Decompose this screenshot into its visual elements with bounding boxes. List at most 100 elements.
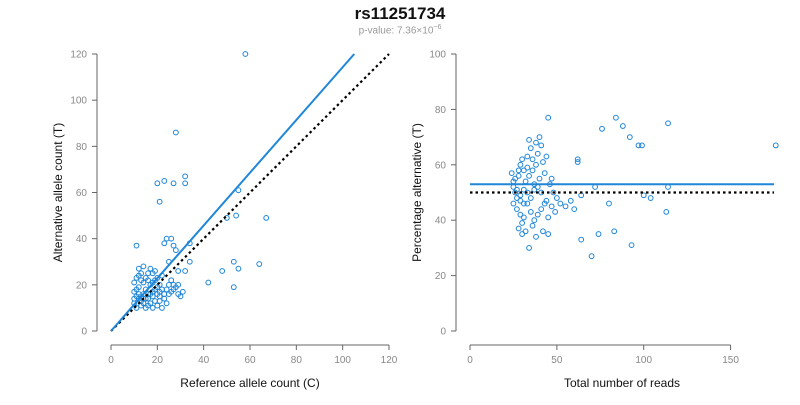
data-point	[161, 240, 168, 247]
x-axis-title: Total number of reads	[564, 376, 680, 390]
data-point	[168, 277, 175, 284]
data-point	[140, 263, 147, 270]
data-point	[529, 222, 536, 229]
data-point	[168, 235, 175, 242]
data-point	[536, 175, 543, 182]
data-point	[140, 279, 147, 286]
x-tick-label: 150	[722, 355, 739, 366]
x-tick-label: 120	[381, 355, 398, 366]
y-tick-label: 60	[76, 188, 88, 199]
data-point	[517, 161, 524, 168]
data-point	[571, 206, 578, 213]
data-point	[562, 203, 569, 210]
data-point	[242, 51, 249, 57]
data-point	[553, 195, 560, 201]
data-point	[599, 125, 605, 132]
fit-line	[110, 53, 356, 332]
data-point	[170, 180, 177, 187]
y-tick-label: 120	[70, 50, 87, 61]
data-point	[149, 270, 156, 277]
data-point	[170, 242, 177, 249]
y-tick-label: 80	[435, 105, 447, 116]
data-point	[527, 208, 534, 215]
y-axis-title: Percentage alternative (T)	[410, 123, 424, 262]
data-point	[663, 208, 670, 215]
data-point	[628, 242, 635, 249]
data-point	[514, 206, 520, 213]
y-tick-label: 40	[435, 216, 447, 227]
data-point	[529, 156, 536, 163]
data-point	[567, 197, 574, 204]
data-point	[133, 242, 140, 249]
data-point	[529, 167, 536, 174]
data-point	[519, 156, 526, 163]
data-point	[522, 228, 529, 235]
data-point	[133, 305, 140, 311]
data-point	[163, 300, 170, 307]
data-point	[175, 268, 182, 274]
data-point	[533, 139, 539, 146]
data-point	[665, 120, 671, 127]
data-point	[639, 142, 645, 149]
data-point	[131, 295, 138, 302]
data-point	[510, 200, 517, 207]
data-point	[548, 175, 555, 182]
data-point	[145, 277, 151, 284]
data-point	[161, 295, 168, 302]
data-point	[534, 211, 541, 218]
data-point	[519, 220, 526, 226]
data-point	[182, 173, 189, 180]
data-point	[235, 187, 242, 194]
x-tick-label: 100	[334, 355, 351, 366]
data-point	[519, 231, 526, 237]
data-point	[635, 142, 642, 149]
data-point	[182, 268, 189, 274]
data-point	[588, 253, 595, 260]
data-point	[233, 212, 240, 219]
data-point	[152, 298, 158, 304]
data-point	[138, 298, 145, 304]
data-point	[154, 302, 161, 309]
data-point	[665, 184, 671, 190]
data-point	[515, 167, 522, 174]
data-point	[613, 114, 619, 121]
data-point	[543, 153, 550, 160]
data-point	[163, 235, 170, 242]
x-tick-label: 0	[467, 355, 473, 366]
data-point	[133, 275, 140, 281]
x-tick-label: 100	[635, 355, 652, 366]
data-point	[256, 261, 263, 267]
y-tick-label: 0	[81, 327, 87, 338]
data-point	[131, 279, 138, 286]
data-point	[156, 198, 163, 205]
data-point	[175, 281, 182, 288]
data-point	[135, 265, 142, 272]
data-point	[531, 186, 538, 193]
pvalue-text: p-value: 7.36×10	[358, 25, 434, 37]
data-point	[147, 300, 154, 307]
data-point	[524, 164, 531, 171]
data-point	[159, 305, 165, 311]
data-point	[574, 159, 581, 165]
data-point	[135, 284, 142, 291]
data-point	[578, 236, 585, 243]
data-point	[522, 178, 529, 185]
x-tick-label: 20	[152, 355, 164, 366]
data-point	[166, 281, 172, 288]
reference-line	[110, 53, 390, 332]
data-point	[541, 200, 548, 207]
data-point	[517, 211, 524, 218]
y-tick-label: 100	[429, 50, 446, 61]
data-point	[533, 233, 539, 240]
data-point	[647, 195, 654, 201]
data-point	[640, 192, 647, 199]
data-point	[145, 291, 151, 297]
data-point	[154, 180, 161, 187]
data-point	[533, 161, 539, 168]
data-point	[161, 178, 168, 184]
data-point	[545, 231, 552, 237]
data-point	[772, 142, 779, 149]
data-point	[527, 195, 534, 201]
data-point	[172, 129, 179, 136]
